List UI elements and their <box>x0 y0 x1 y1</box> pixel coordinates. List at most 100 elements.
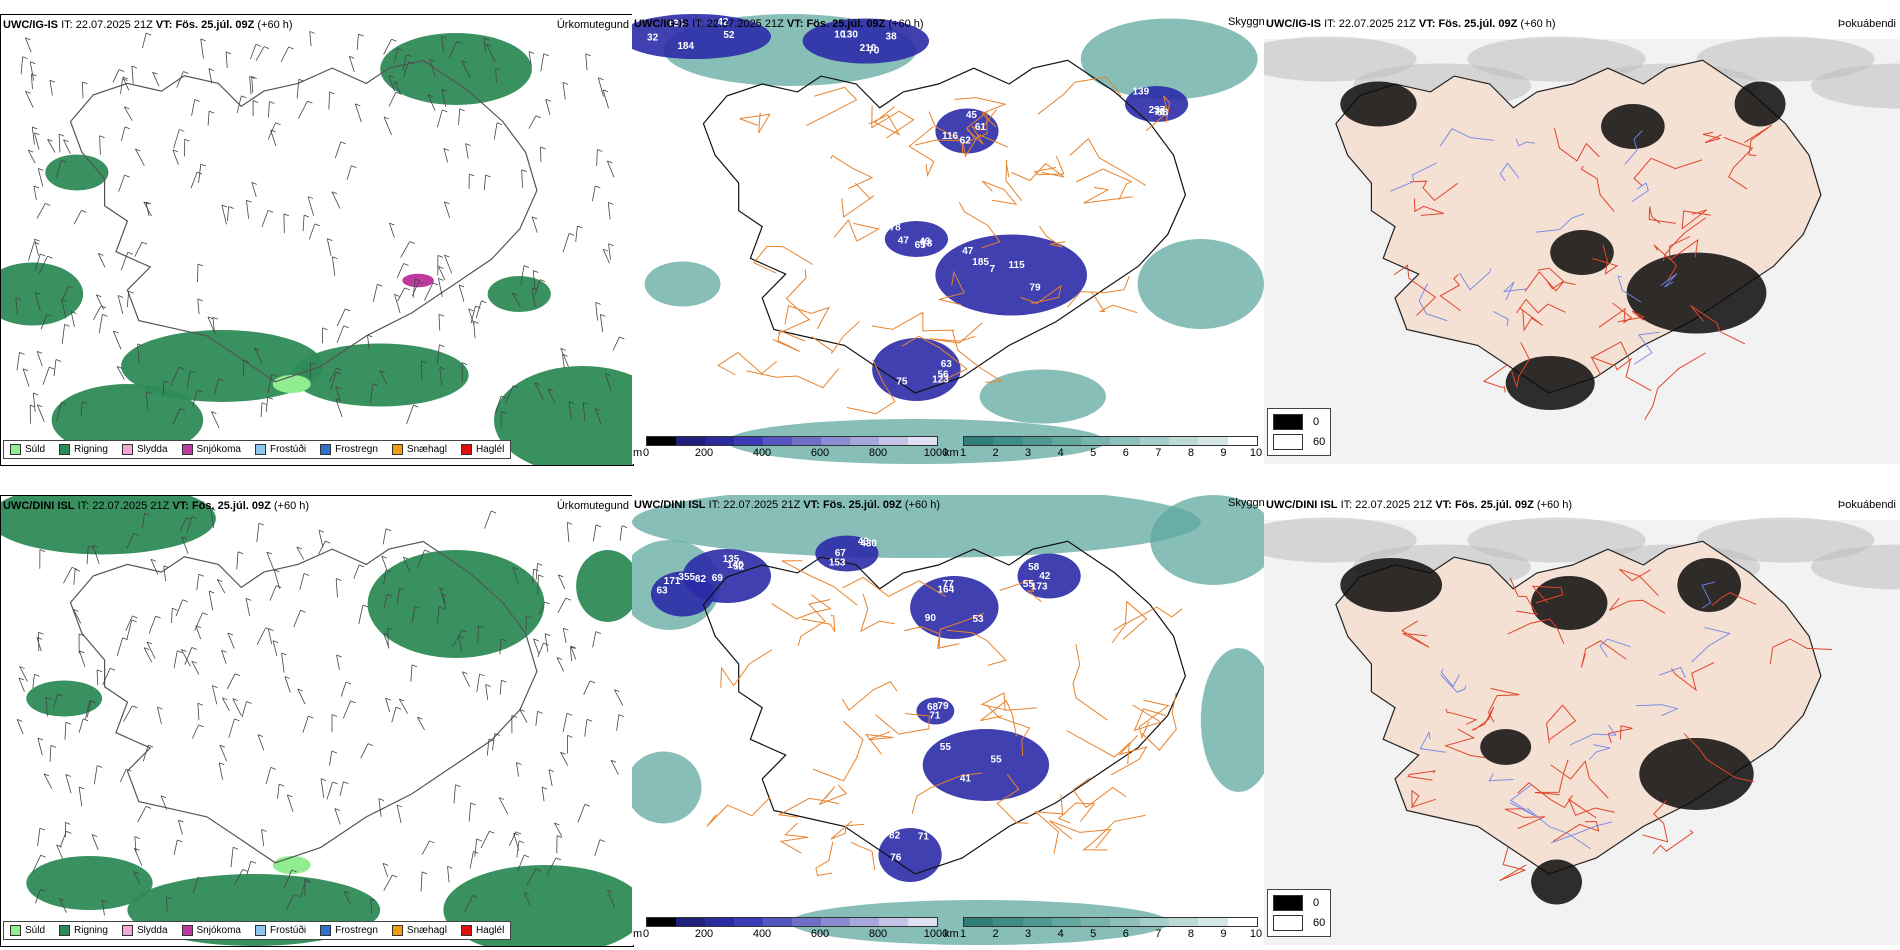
wind-barb-flag <box>414 606 420 609</box>
wind-barb-flag <box>618 714 624 718</box>
wind-barb <box>256 523 260 543</box>
wind-barb-flag <box>537 563 543 566</box>
wind-barb-flag <box>621 525 628 529</box>
wind-barb-flag <box>345 681 352 685</box>
wind-barb <box>37 168 44 187</box>
wind-barb-flag <box>408 61 414 65</box>
road-line <box>901 335 968 382</box>
wind-barb <box>370 898 373 915</box>
wind-barb-flag <box>444 254 450 258</box>
legend-swatch <box>320 925 332 936</box>
road-line <box>1083 186 1134 204</box>
wind-barb <box>120 126 126 142</box>
wind-barb-flag <box>36 351 43 354</box>
wind-barb <box>43 773 53 789</box>
road-line <box>954 97 1007 128</box>
wind-barb-flag <box>219 744 225 748</box>
wind-barb-flag <box>100 305 107 309</box>
road-line <box>981 180 1018 205</box>
wind-barb <box>251 76 254 93</box>
wind-barb-flag <box>65 822 71 825</box>
wind-barb <box>218 762 223 780</box>
road-line <box>1069 137 1147 187</box>
wind-barb-flag <box>97 765 103 768</box>
wind-barb <box>181 649 191 667</box>
wind-barb <box>562 628 567 643</box>
wind-barb-flag <box>563 627 569 631</box>
wind-barb <box>406 404 414 424</box>
wind-barb <box>92 545 100 565</box>
wind-barb <box>42 367 50 385</box>
wind-barb <box>148 616 157 634</box>
wind-barb <box>79 650 86 668</box>
wind-barb-flag <box>483 37 490 41</box>
low-visibility-area <box>644 261 721 307</box>
road-line <box>1499 847 1527 881</box>
wind-barb-flag <box>585 53 591 57</box>
wind-barb <box>367 334 370 350</box>
fog-legend-label: 0 <box>1313 897 1320 909</box>
wind-barb <box>452 629 463 648</box>
wind-barb <box>528 115 537 129</box>
wind-barb-flag <box>461 60 467 64</box>
wind-barb <box>388 92 397 107</box>
road-line <box>1580 165 1615 212</box>
wind-barb-flag <box>127 251 133 255</box>
wind-barb-flag <box>367 743 374 747</box>
wind-barb-flag <box>258 522 265 526</box>
road-line <box>1633 157 1703 187</box>
wind-barb <box>257 734 265 751</box>
road-line <box>830 820 865 840</box>
wind-barb-flag <box>473 850 479 854</box>
wind-barb <box>208 590 214 611</box>
river-line <box>1624 130 1643 165</box>
wind-barb <box>331 191 341 209</box>
low-visibility-area <box>632 495 1201 558</box>
wind-barb-flag <box>597 149 603 152</box>
wind-barb-flag <box>91 834 98 837</box>
wind-barb-flag <box>568 401 575 405</box>
wind-barb-flag <box>22 368 29 372</box>
wind-barb-flag <box>344 891 350 894</box>
colorbar-ramp <box>963 917 1258 927</box>
wind-barb <box>378 798 382 817</box>
wind-barb-flag <box>438 266 444 269</box>
wind-barb <box>63 567 73 584</box>
road-line <box>781 560 858 606</box>
wind-barb <box>562 713 568 733</box>
fog-band <box>1264 36 1417 82</box>
legend-swatch <box>181 444 193 455</box>
road-line <box>815 841 834 877</box>
wind-barb <box>233 869 244 886</box>
fog-indicator-area <box>1734 81 1786 127</box>
road-line <box>1141 692 1177 751</box>
road-line <box>772 330 806 352</box>
wind-barb-flag <box>47 314 53 317</box>
fog-legend-swatch <box>1273 414 1303 430</box>
legend-item: Rigning <box>59 444 108 455</box>
fog-legend-row: 60 <box>1273 913 1325 933</box>
wind-barb-flag <box>99 135 105 139</box>
wind-barb <box>245 598 251 617</box>
river-line <box>1535 213 1585 233</box>
wind-barb-flag <box>441 593 448 597</box>
wind-barb <box>284 676 291 693</box>
legend-label: Snæhagl <box>406 444 447 455</box>
wind-barb <box>465 143 469 159</box>
fog-map-canvas <box>1264 36 1900 464</box>
wind-barb-flag <box>513 832 519 836</box>
wind-barb <box>78 786 83 807</box>
wind-barb-flag <box>403 263 409 266</box>
wind-barb <box>181 536 189 554</box>
wind-barb <box>547 388 556 404</box>
fog-indicator-area <box>1340 558 1443 612</box>
wind-barb-flag <box>134 836 140 839</box>
wind-barb-flag <box>234 673 241 677</box>
wind-barb <box>120 252 129 271</box>
wind-barb <box>439 587 447 604</box>
wind-barb-flag <box>268 628 274 632</box>
wind-barb-flag <box>96 294 102 298</box>
wind-barb <box>584 719 588 737</box>
wind-barb <box>486 738 490 756</box>
legend-label: Súld <box>25 925 46 936</box>
